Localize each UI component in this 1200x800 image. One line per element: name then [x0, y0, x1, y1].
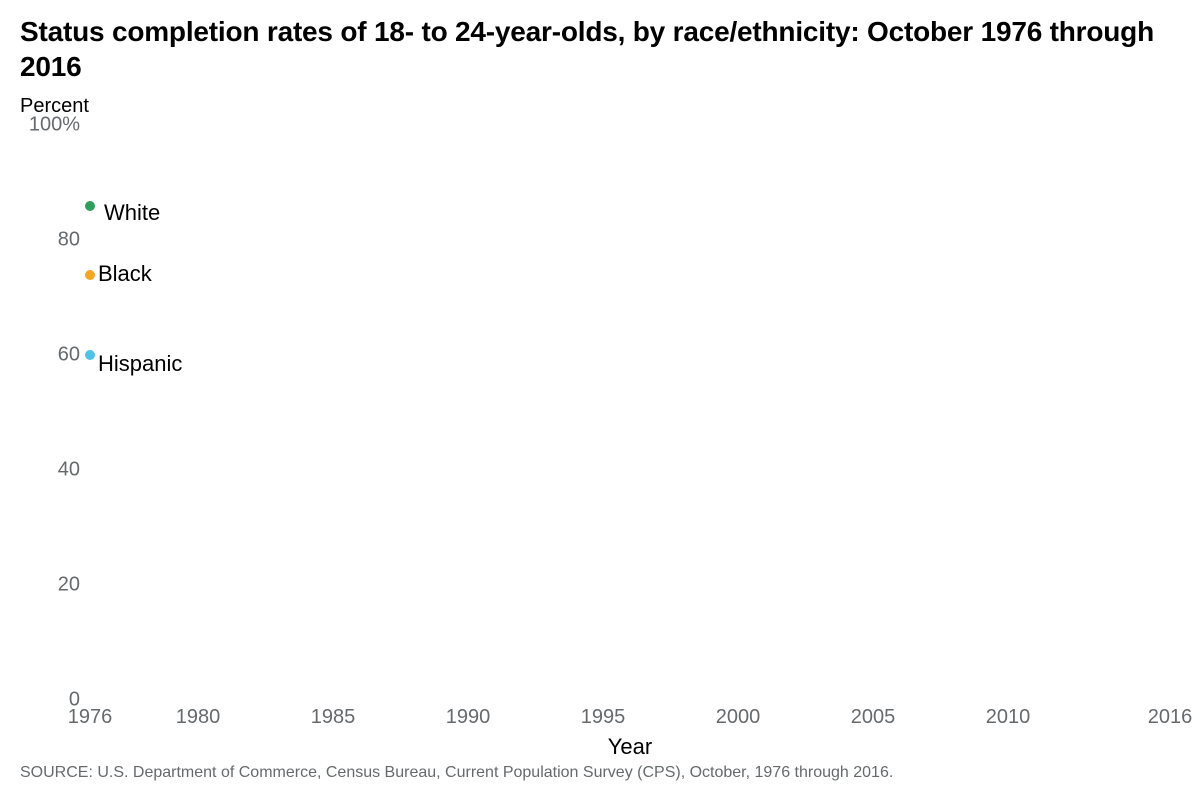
y-tick-label: 40 [20, 459, 80, 482]
y-tick-label: 60 [20, 344, 80, 367]
x-tick-label: 2000 [716, 706, 761, 729]
x-tick-label: 2010 [986, 706, 1031, 729]
plot-area: White Black Hispanic [90, 125, 1170, 700]
x-tick-label: 1980 [176, 706, 221, 729]
data-point-white [85, 201, 95, 211]
source-note: SOURCE: U.S. Department of Commerce, Cen… [20, 764, 893, 782]
series-label-white: White [104, 200, 160, 226]
x-tick-label: 2016 [1148, 706, 1193, 729]
x-tick-label: 1990 [446, 706, 491, 729]
x-tick-label: 1995 [581, 706, 626, 729]
y-tick-label: 80 [20, 229, 80, 252]
series-label-hispanic: Hispanic [98, 351, 182, 377]
data-point-black [85, 270, 95, 280]
x-tick-label: 2005 [851, 706, 896, 729]
x-tick-label: 1985 [311, 706, 356, 729]
x-tick-label: 1976 [68, 706, 113, 729]
y-tick-label: 100% [20, 114, 80, 137]
y-tick-label: 20 [20, 574, 80, 597]
series-label-black: Black [98, 261, 152, 287]
chart-title: Status completion rates of 18- to 24-yea… [20, 14, 1180, 84]
x-axis-title: Year [608, 734, 652, 760]
data-point-hispanic [85, 350, 95, 360]
